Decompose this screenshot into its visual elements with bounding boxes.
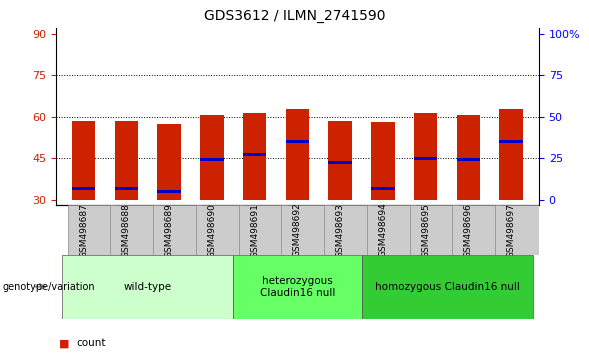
Text: GSM498690: GSM498690 xyxy=(207,202,217,258)
Bar xyxy=(362,255,532,319)
Text: GSM498697: GSM498697 xyxy=(507,202,515,258)
Text: GSM498692: GSM498692 xyxy=(293,203,302,257)
Bar xyxy=(196,205,244,255)
Bar xyxy=(499,109,523,200)
Bar xyxy=(367,205,415,255)
Text: genotype/variation: genotype/variation xyxy=(3,282,95,292)
Bar xyxy=(371,122,395,200)
Text: GSM498695: GSM498695 xyxy=(421,202,430,258)
Bar xyxy=(282,205,330,255)
Bar xyxy=(200,115,224,200)
Bar xyxy=(62,255,233,319)
Bar xyxy=(115,121,138,200)
Bar xyxy=(414,157,438,160)
Text: count: count xyxy=(77,338,106,348)
Bar xyxy=(371,187,395,190)
Text: GSM498687: GSM498687 xyxy=(80,202,88,258)
Bar xyxy=(239,205,287,255)
Text: GSM498694: GSM498694 xyxy=(378,203,388,257)
Bar xyxy=(456,115,480,200)
Bar xyxy=(72,121,95,200)
Bar xyxy=(72,187,95,190)
Bar xyxy=(153,205,201,255)
Bar xyxy=(243,153,266,155)
Bar xyxy=(68,205,116,255)
Bar xyxy=(115,187,138,190)
Bar xyxy=(157,190,181,193)
Bar xyxy=(324,205,372,255)
Bar xyxy=(233,255,362,319)
Bar xyxy=(157,124,181,200)
Text: GSM498696: GSM498696 xyxy=(464,202,473,258)
Text: GSM498688: GSM498688 xyxy=(122,202,131,258)
Text: heterozygous
Claudin16 null: heterozygous Claudin16 null xyxy=(260,276,335,298)
Bar xyxy=(243,113,266,200)
Bar xyxy=(409,205,458,255)
Bar xyxy=(452,205,501,255)
Bar xyxy=(495,205,544,255)
Text: wild-type: wild-type xyxy=(124,282,172,292)
Text: GDS3612 / ILMN_2741590: GDS3612 / ILMN_2741590 xyxy=(204,9,385,23)
Bar xyxy=(456,158,480,161)
Text: GSM498693: GSM498693 xyxy=(336,202,345,258)
Bar xyxy=(329,161,352,164)
Bar xyxy=(111,205,159,255)
Bar xyxy=(329,121,352,200)
Bar xyxy=(286,140,309,143)
Text: homozygous Claudin16 null: homozygous Claudin16 null xyxy=(375,282,519,292)
Bar xyxy=(414,113,438,200)
Bar xyxy=(499,140,523,143)
Bar xyxy=(286,109,309,200)
Text: ■: ■ xyxy=(59,338,70,348)
Bar xyxy=(200,158,224,161)
Text: GSM498689: GSM498689 xyxy=(165,202,174,258)
Text: GSM498691: GSM498691 xyxy=(250,202,259,258)
